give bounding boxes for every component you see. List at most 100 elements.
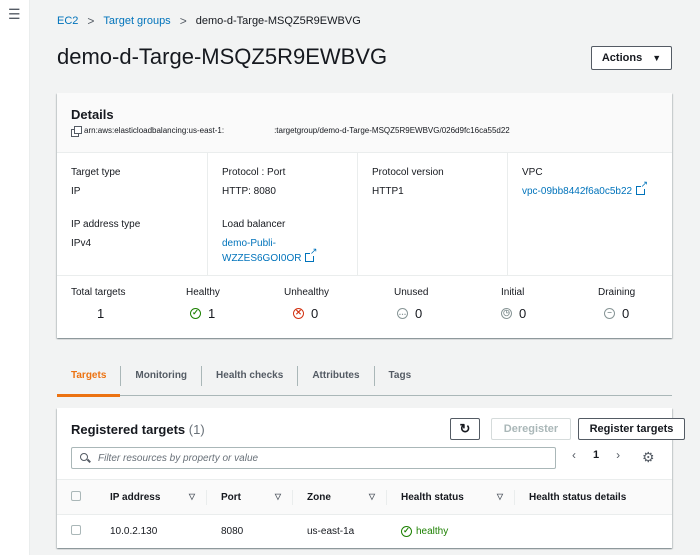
protocol-version-label: Protocol version bbox=[372, 167, 444, 178]
dots-circle-icon: … bbox=[397, 308, 408, 319]
cell-zone: us-east-1a bbox=[307, 525, 355, 537]
protocol-port-label: Protocol : Port bbox=[222, 167, 286, 178]
breadcrumb-target-groups[interactable]: Target groups bbox=[103, 15, 171, 27]
breadcrumb: EC2 > Target groups > demo-d-Targe-MSQZ5… bbox=[57, 14, 361, 28]
breadcrumb-ec2[interactable]: EC2 bbox=[57, 15, 79, 27]
refresh-button[interactable]: ↻ bbox=[450, 418, 480, 440]
registered-targets-title: Registered targets bbox=[71, 422, 186, 437]
page-number[interactable]: 1 bbox=[593, 449, 600, 461]
search-input[interactable] bbox=[98, 452, 538, 464]
count-healthy: Healthy ✓ 1 bbox=[186, 287, 220, 321]
count-label: Unused bbox=[394, 287, 429, 298]
count-label: Total targets bbox=[71, 287, 126, 298]
count-value: 1 bbox=[208, 306, 216, 321]
health-status: ✓ healthy bbox=[401, 525, 515, 537]
count-label: Unhealthy bbox=[284, 287, 330, 298]
cell-ip: 10.0.2.130 bbox=[110, 525, 158, 537]
tab-monitoring[interactable]: Monitoring bbox=[121, 365, 203, 386]
details-columns: Target type IP IP address type IPv4 Prot… bbox=[57, 153, 672, 276]
col-label: Health status details bbox=[529, 491, 627, 503]
load-balancer-line1: demo-Publi- bbox=[222, 238, 276, 249]
count-value-row: −0 bbox=[598, 306, 635, 321]
sort-icon: ▽ bbox=[368, 492, 375, 501]
deregister-button[interactable]: Deregister bbox=[491, 418, 571, 440]
column-divider bbox=[386, 490, 387, 505]
external-link-icon bbox=[305, 247, 318, 262]
tab-health-checks[interactable]: Health checks bbox=[202, 365, 299, 386]
sort-icon: ▽ bbox=[188, 492, 195, 501]
tab-tags[interactable]: Tags bbox=[388, 369, 412, 381]
minus-circle-icon: − bbox=[604, 308, 615, 319]
actions-button[interactable]: Actions ▼ bbox=[591, 46, 672, 70]
gear-icon[interactable]: ⚙ bbox=[642, 449, 655, 465]
hamburger-icon[interactable]: ☰ bbox=[8, 6, 21, 22]
details-panel: Details arn:aws:elasticloadbalancing:us-… bbox=[57, 93, 672, 338]
chevron-right-icon[interactable]: › bbox=[616, 448, 621, 462]
clock-circle-icon: ◷ bbox=[501, 308, 512, 319]
check-circle-icon: ✓ bbox=[401, 525, 412, 537]
count-draining: Draining −0 bbox=[598, 287, 635, 321]
tab-targets[interactable]: Targets bbox=[57, 365, 122, 397]
arn-suffix: :targetgroup/demo-d-Targe-MSQZ5R9EWBVG/0… bbox=[274, 126, 510, 135]
count-initial: Initial ◷ 0 bbox=[501, 287, 526, 321]
row-checkbox[interactable] bbox=[71, 524, 81, 535]
arn-prefix: arn:aws:elasticloadbalancing:us-east-1: bbox=[84, 126, 225, 135]
external-link-icon bbox=[636, 180, 649, 195]
table-row[interactable]: 10.0.2.130 8080 us-east-1a ✓ healthy bbox=[57, 515, 672, 548]
column-divider bbox=[292, 490, 293, 505]
breadcrumb-separator: > bbox=[87, 14, 95, 28]
caret-down-icon: ▼ bbox=[652, 53, 662, 63]
left-nav-bar: ☰ bbox=[0, 0, 30, 555]
count-value-row: ◷ 0 bbox=[501, 306, 526, 321]
cell-port: 8080 bbox=[221, 525, 244, 537]
check-circle-icon: ✓ bbox=[190, 308, 201, 319]
filter-search bbox=[71, 447, 556, 469]
count-unused: Unused … 0 bbox=[394, 287, 428, 321]
column-divider bbox=[206, 490, 207, 505]
targets-table: IP address ▽ Port ▽ Zone ▽ Health status ▽ H… bbox=[57, 479, 672, 548]
count-value: 0 bbox=[622, 306, 630, 321]
main-content: EC2 > Target groups > demo-d-Targe-MSQZ5… bbox=[30, 0, 700, 555]
count-value-row: ✓ 1 bbox=[186, 306, 220, 321]
col-ip-address[interactable]: IP address ▽ bbox=[95, 479, 207, 515]
registered-targets-count: (1) bbox=[188, 422, 205, 437]
cell-health: ✓ healthy bbox=[387, 515, 515, 548]
health-status-text: healthy bbox=[416, 525, 449, 537]
col-label: Health status bbox=[401, 491, 464, 503]
details-col-2: Protocol : Port HTTP: 8080 Load balancer… bbox=[207, 153, 357, 275]
target-type-label: Target type bbox=[71, 167, 121, 178]
load-balancer-label: Load balancer bbox=[222, 219, 286, 230]
target-type-value: IP bbox=[71, 186, 81, 197]
details-col-1: Target type IP IP address type IPv4 bbox=[57, 153, 207, 275]
count-value: 1 bbox=[97, 306, 105, 321]
actions-label: Actions bbox=[601, 52, 643, 64]
col-health-status[interactable]: Health status ▽ bbox=[387, 479, 515, 515]
select-all-cell bbox=[57, 479, 95, 515]
details-header: Details arn:aws:elasticloadbalancing:us-… bbox=[57, 93, 672, 153]
chevron-left-icon[interactable]: ‹ bbox=[572, 448, 576, 462]
count-value: 0 bbox=[415, 306, 423, 321]
col-health-status-details[interactable]: Health status details bbox=[515, 479, 672, 515]
ip-type-label: IP address type bbox=[71, 219, 141, 230]
column-divider bbox=[514, 490, 515, 505]
count-value-row: … 0 bbox=[394, 306, 428, 321]
target-counts: Total targets 1 Healthy ✓ 1 Unhealthy ✕ 0 … bbox=[57, 277, 672, 337]
col-zone[interactable]: Zone ▽ bbox=[293, 479, 387, 515]
breadcrumb-current: demo-d-Targe-MSQZ5R9EWBVG bbox=[195, 15, 361, 27]
count-total: Total targets 1 bbox=[71, 287, 125, 321]
protocol-version-value: HTTP1 bbox=[372, 186, 404, 197]
load-balancer-link[interactable]: demo-Publi- WZZES6GOI0OR bbox=[222, 236, 357, 266]
refresh-icon: ↻ bbox=[459, 421, 471, 436]
count-label: Healthy bbox=[186, 287, 220, 298]
vpc-link[interactable]: vpc-09bb8442f6a0c5b22 bbox=[522, 180, 672, 199]
sort-icon: ▽ bbox=[496, 492, 503, 501]
tab-attributes[interactable]: Attributes bbox=[298, 365, 375, 386]
count-label: Draining bbox=[598, 287, 636, 298]
copy-icon[interactable] bbox=[71, 126, 82, 137]
registered-targets-title-row: Registered targets (1) bbox=[71, 422, 205, 437]
load-balancer-line2: WZZES6GOI0OR bbox=[222, 253, 302, 264]
arn-row: arn:aws:elasticloadbalancing:us-east-1: … bbox=[71, 126, 658, 137]
col-port[interactable]: Port ▽ bbox=[207, 479, 293, 515]
register-targets-button[interactable]: Register targets bbox=[578, 418, 685, 440]
select-all-checkbox[interactable] bbox=[71, 490, 81, 501]
